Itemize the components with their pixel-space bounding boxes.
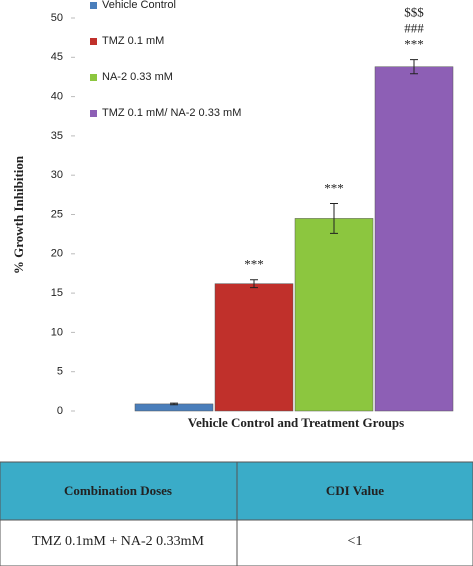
legend-label: Vehicle Control [102,0,176,11]
y-tick-label: 10 [51,326,63,338]
legend-swatch [90,74,97,81]
significance-label: *** [244,257,264,272]
legend-label: TMZ 0.1 mM [102,35,164,47]
legend-label: TMZ 0.1 mM/ NA-2 0.33 mM [102,107,241,119]
y-tick-label: 45 [51,51,63,63]
y-tick-label: 25 [51,208,63,220]
legend-swatch [90,110,97,117]
table-cell: TMZ 0.1mM + NA-2 0.33mM [32,534,205,549]
table-header: Combination Doses [64,483,172,498]
bar [374,66,454,412]
table-cell: <1 [348,534,363,549]
error-bar [250,279,258,289]
error-bar [330,202,338,234]
y-tick-label: 30 [51,169,63,181]
y-tick-label: 5 [57,366,63,378]
y-axis-label: % Growth Inhibition [11,155,26,274]
y-tick-label: 40 [51,91,63,103]
legend-swatch [90,38,97,45]
x-axis-label: Vehicle Control and Treatment Groups [188,415,404,430]
bar [294,218,374,412]
significance-label: ### [404,21,424,36]
y-tick-label: 0 [57,405,63,417]
bar [214,283,294,412]
significance-label: *** [404,37,424,52]
error-bar [410,59,418,75]
y-tick-label: 50 [51,12,63,24]
error-bar [170,402,178,406]
table-header: CDI Value [326,483,384,498]
legend-label: NA-2 0.33 mM [102,71,173,83]
y-tick-label: 20 [51,248,63,260]
legend-swatch [90,2,97,9]
significance-label: $$$ [404,5,424,20]
y-tick-label: 35 [51,130,63,142]
y-tick-label: 15 [51,287,63,299]
significance-label: *** [324,180,344,195]
